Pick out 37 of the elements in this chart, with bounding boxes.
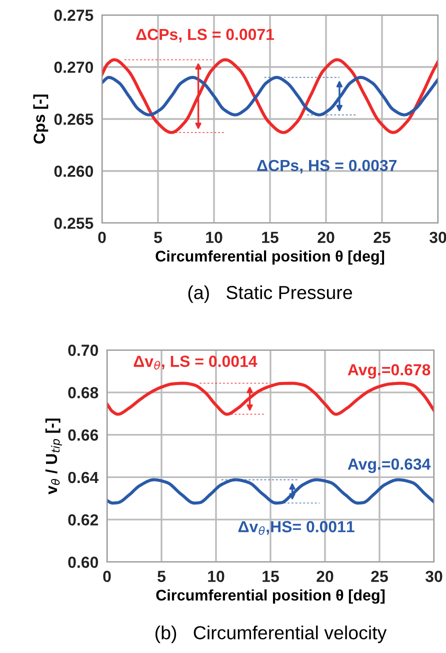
x-tick-label: 10: [206, 232, 222, 244]
y-tick-label: 0.255: [54, 218, 94, 229]
x-tick-label: 10: [208, 570, 224, 582]
y-tick-label: 0.260: [54, 166, 94, 177]
x-tick-label: 30: [429, 232, 446, 244]
y-axis-title: Cps [-]: [33, 94, 48, 144]
x-tick-label: 25: [374, 232, 390, 244]
y-tick-label: 0.70: [68, 344, 98, 356]
annotation: ΔCPs, HS = 0.0037: [257, 160, 397, 174]
annotation: Δv$_{θ}$,HS= 0.0011: [238, 521, 354, 535]
x-tick-label: 0: [98, 232, 106, 244]
x-tick-label: 15: [262, 232, 278, 244]
y-tick-label: 0.265: [54, 114, 94, 125]
x-tick-label: 15: [262, 570, 279, 582]
y-axis-title: v$_{θ}$ / U$_{tip}$ [-]: [45, 418, 62, 494]
y-tick-label: 0.62: [68, 514, 98, 526]
x-axis-title: Circumferential position θ [deg]: [156, 250, 384, 265]
annotation: Avg.=0.678: [348, 364, 430, 379]
annotation: Δv$_{θ}$, LS = 0.0014: [134, 356, 258, 370]
x-axis-title: Circumferential position θ [deg]: [156, 589, 385, 604]
text: (a) Static Pressure: [188, 285, 352, 303]
y-tick-label: 0.68: [68, 387, 98, 398]
x-tick-label: 25: [371, 570, 388, 582]
y-tick-label: 0.64: [68, 472, 99, 484]
annotation: Avg.=0.634: [348, 458, 431, 473]
y-tick-label: 0.275: [54, 10, 94, 21]
x-tick-label: 20: [318, 232, 334, 244]
x-tick-label: 30: [425, 570, 442, 582]
x-tick-label: 5: [154, 232, 162, 244]
y-tick-label: 0.270: [54, 62, 94, 73]
x-tick-label: 20: [316, 570, 334, 582]
x-tick-label: 0: [103, 570, 111, 582]
annotation: ΔCPs, LS = 0.0071: [136, 28, 274, 42]
x-tick-label: 5: [158, 570, 166, 582]
text: (b) Circumferential velocity: [155, 626, 387, 644]
y-tick-label: 0.60: [68, 556, 98, 568]
y-tick-label: 0.66: [68, 429, 98, 441]
